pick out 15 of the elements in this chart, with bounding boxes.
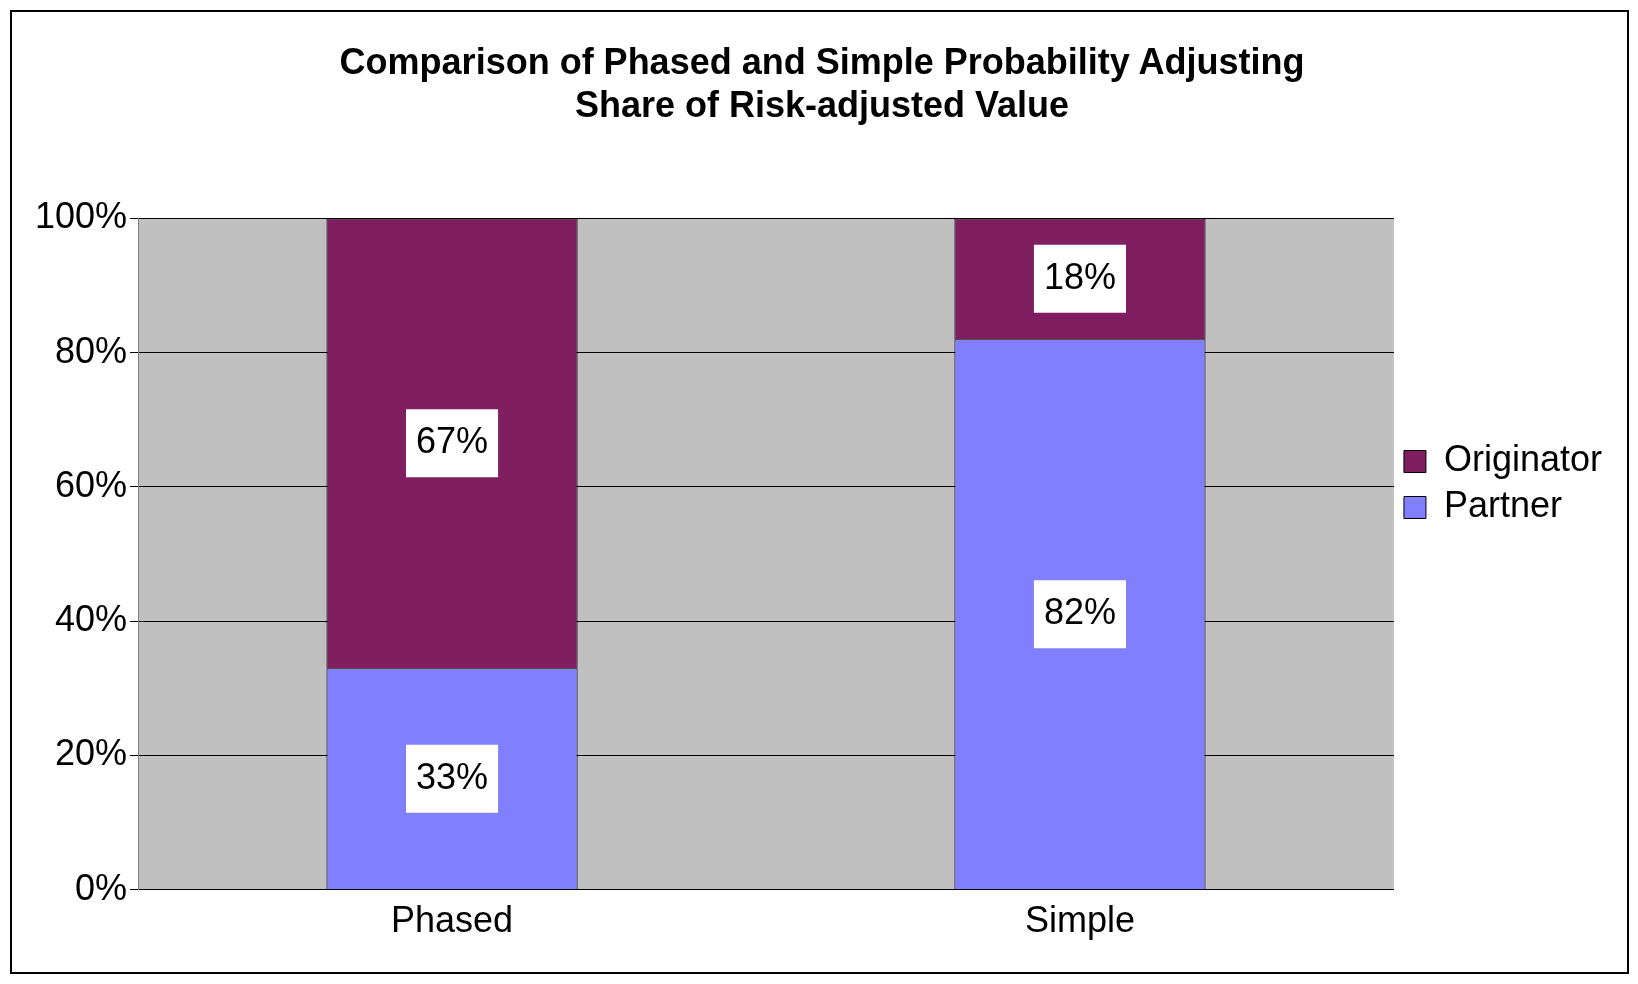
y-tick-label: 80% (55, 329, 128, 371)
y-tick-label: 100% (35, 195, 128, 237)
data-label: 67% (416, 420, 489, 462)
legend-label: Partner (1443, 484, 1562, 526)
y-tick-label: 60% (55, 463, 128, 505)
data-label: 33% (416, 755, 489, 797)
x-tick-label: Phased (390, 899, 514, 941)
data-label: 18% (1043, 255, 1116, 297)
legend-label: Originator (1443, 438, 1603, 480)
y-tick-label: 0% (75, 866, 128, 908)
x-tick-label: Simple (1024, 899, 1135, 941)
y-tick-label: 20% (55, 732, 128, 774)
data-label: 82% (1043, 591, 1116, 633)
chart-title: Comparison of Phased and Simple Probability Adjusting Share of Risk-adjusted Value (339, 40, 1305, 125)
y-tick-label: 40% (55, 598, 128, 640)
